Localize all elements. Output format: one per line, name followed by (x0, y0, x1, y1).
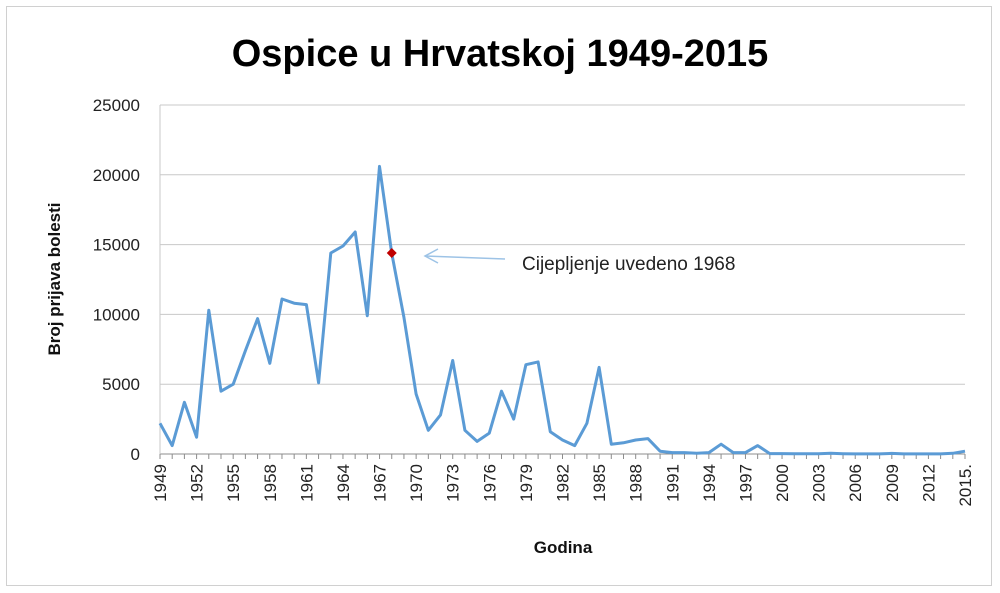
x-tick-label: 1952 (188, 464, 207, 502)
x-tick-label: 2012 (919, 464, 938, 502)
y-axis-label: Broj prijava bolesti (45, 202, 64, 355)
x-tick-label: 2009 (883, 464, 902, 502)
chart-title: Ospice u Hrvatskoj 1949-2015 (232, 33, 769, 75)
annotation-arrowhead (423, 248, 439, 264)
y-tick-label: 0 (131, 445, 140, 464)
series (158, 164, 966, 456)
x-tick-label: 1958 (261, 464, 280, 502)
y-tick-label: 10000 (93, 305, 140, 324)
y-tick-label: 25000 (93, 96, 140, 115)
x-tick-label: 1994 (700, 464, 719, 502)
y-tick-label: 5000 (102, 375, 140, 394)
x-tick-label: 2006 (846, 464, 865, 502)
y-tick-label: 20000 (93, 166, 140, 185)
x-tick-label: 1997 (736, 464, 755, 502)
series-line (158, 164, 966, 456)
gridlines (159, 104, 965, 455)
x-tick-label: 2003 (810, 464, 829, 502)
x-axis-label: Godina (534, 538, 593, 557)
y-axis-ticks: 0 5000 10000 15000 20000 25000 (93, 96, 140, 464)
chart-frame (6, 6, 992, 586)
x-tick-label: 1961 (297, 464, 316, 502)
x-tick-label: 1955 (224, 464, 243, 502)
x-axis-ticks: 1949 1952 1955 1958 1961 1964 1967 1970 1973 1976… (151, 454, 975, 507)
x-tick-label: 1985 (590, 464, 609, 502)
x-tick-label: 2015. (956, 464, 975, 507)
x-tick-label: 1970 (407, 464, 426, 502)
x-tick-label: 1964 (334, 464, 353, 502)
x-tick-label: 1982 (554, 464, 573, 502)
x-tick-label: 1991 (663, 464, 682, 502)
y-tick-label: 15000 (93, 236, 140, 255)
x-tick-label: 2000 (773, 464, 792, 502)
x-tick-label: 1973 (444, 464, 463, 502)
annotation-arrow (424, 255, 506, 260)
annotation-text: Cijepljenje uvedeno 1968 (522, 254, 735, 275)
x-tick-label: 1979 (517, 464, 536, 502)
x-tick-label: 1967 (371, 464, 390, 502)
x-tick-label: 1949 (151, 464, 170, 502)
annotation: Cijepljenje uvedeno 1968 (423, 248, 735, 275)
x-tick-label: 1988 (627, 464, 646, 502)
vaccination-marker (386, 247, 397, 258)
x-tick-label: 1976 (480, 464, 499, 502)
